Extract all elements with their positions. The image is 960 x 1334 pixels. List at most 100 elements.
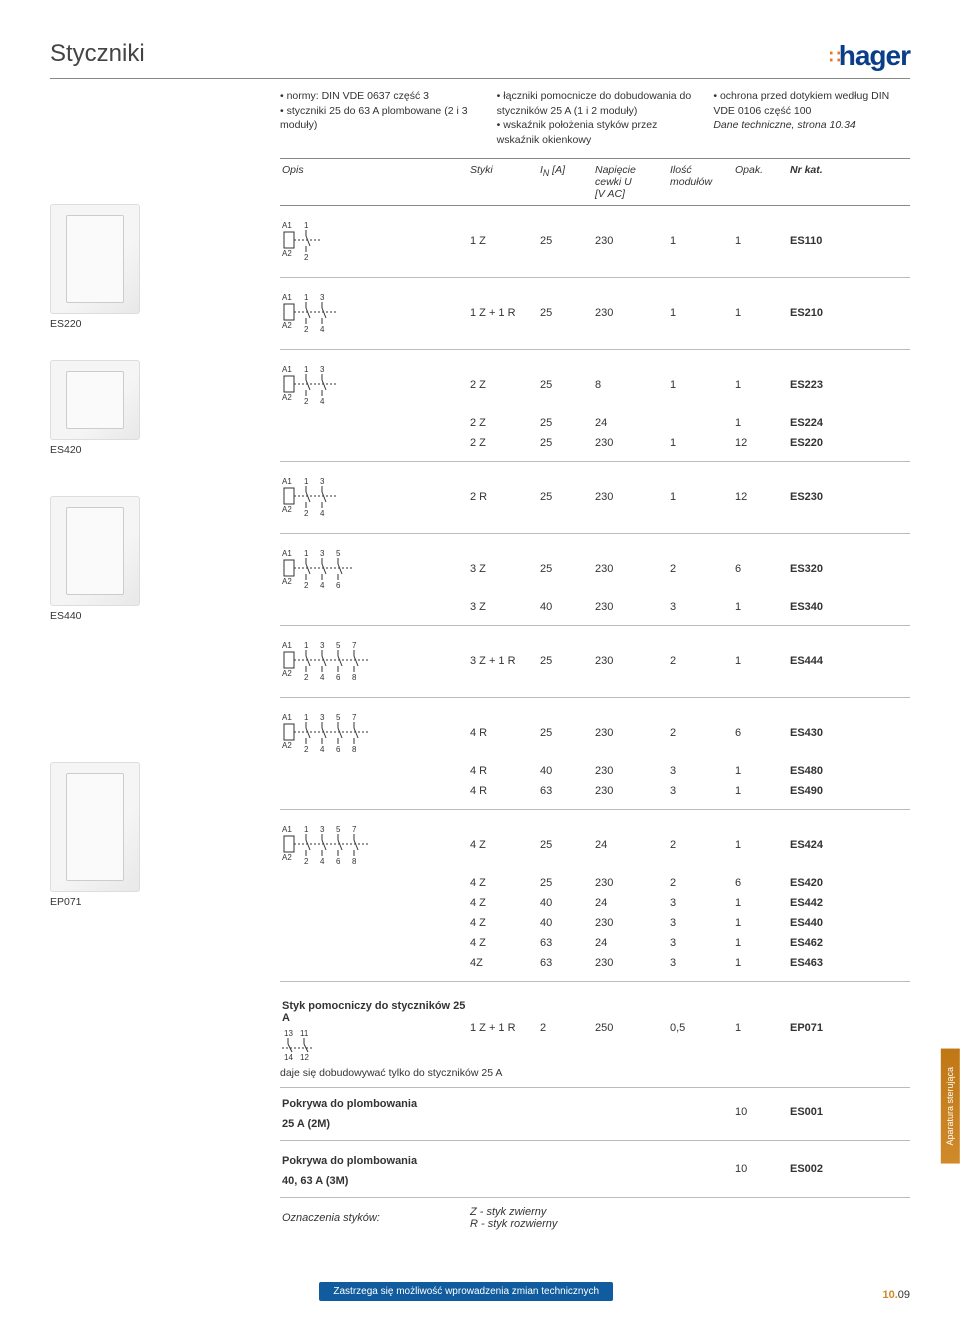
cell-opak: 10: [735, 1106, 790, 1118]
cell-ilosc: 1: [670, 491, 735, 503]
cell-kat: ES420: [790, 877, 870, 889]
cell-opak: 1: [735, 379, 790, 391]
svg-text:A1: A1: [282, 713, 292, 722]
svg-text:4: 4: [320, 509, 325, 518]
cell-kat: ES490: [790, 785, 870, 797]
cell-kat: ES110: [790, 235, 870, 247]
table-section: A1A212342 R25230112ES230: [280, 462, 910, 534]
brand-logo: ∷hager: [829, 40, 910, 72]
svg-text:A2: A2: [282, 505, 292, 514]
cell-nap: 230: [595, 601, 670, 613]
table-section: A1A2121 Z2523011ES110: [280, 206, 910, 278]
cell-nap: 230: [595, 785, 670, 797]
svg-text:1: 1: [304, 293, 309, 302]
product-image: [50, 762, 140, 892]
cell-nap: 24: [595, 417, 670, 429]
svg-text:8: 8: [352, 857, 357, 866]
svg-text:A2: A2: [282, 853, 292, 862]
page-title: Styczniki: [50, 40, 145, 68]
table-row: 4 Z402431ES442: [280, 893, 910, 913]
cell-in: 40: [540, 601, 595, 613]
cell-kat: ES220: [790, 437, 870, 449]
cell-ilosc: 1: [670, 307, 735, 319]
intro-columns: normy: DIN VDE 0637 część 3 styczniki 25…: [280, 89, 910, 148]
svg-text:A2: A2: [282, 321, 292, 330]
cell-kat: ES480: [790, 765, 870, 777]
svg-text:1: 1: [304, 641, 309, 650]
cell-nap: 230: [595, 491, 670, 503]
cell-styki: 2 R: [470, 491, 540, 503]
svg-text:2: 2: [304, 253, 309, 262]
side-tab: Aparatura sterująca: [941, 1049, 960, 1164]
svg-text:3: 3: [320, 713, 325, 722]
cell-styki: 4 R: [470, 727, 540, 739]
cell-nap: 230: [595, 727, 670, 739]
cell-in: 25: [540, 727, 595, 739]
svg-text:A2: A2: [282, 577, 292, 586]
svg-text:8: 8: [352, 745, 357, 754]
cover-row: Pokrywa do plombowania40, 63 A (3M)10ES0…: [280, 1145, 910, 1198]
col-header-ilosc: Ilość modułów: [670, 164, 735, 200]
table-row: 4 Z632431ES462: [280, 933, 910, 953]
table-row: 4 Z2523026ES420: [280, 873, 910, 893]
svg-text:5: 5: [336, 825, 341, 834]
cell-kat: ES440: [790, 917, 870, 929]
cell-ilosc: 2: [670, 727, 735, 739]
cell-in: 25: [540, 839, 595, 851]
cell-in: 25: [540, 417, 595, 429]
cell-styki: 4 Z: [470, 897, 540, 909]
col-header-in: IN [A]: [540, 164, 595, 200]
cell-ilosc: 2: [670, 839, 735, 851]
svg-text:2: 2: [304, 397, 309, 406]
svg-text:A1: A1: [282, 293, 292, 302]
table-row: 2 Z25230112ES220: [280, 433, 910, 453]
intro-col-2: łączniki pomocnicze do dobudowania do st…: [497, 89, 694, 148]
svg-text:7: 7: [352, 825, 357, 834]
table-section: A1A2123456783 Z + 1 R2523021ES444: [280, 626, 910, 698]
svg-text:6: 6: [336, 857, 341, 866]
cell-in: 63: [540, 957, 595, 969]
cell-nap: 230: [595, 563, 670, 575]
svg-text:4: 4: [320, 745, 325, 754]
cell-in: 25: [540, 437, 595, 449]
cover-row: Pokrywa do plombowania25 A (2M)10ES001: [280, 1088, 910, 1141]
product-image: [50, 360, 140, 440]
table-row: 4 R4023031ES480: [280, 761, 910, 781]
svg-text:3: 3: [320, 365, 325, 374]
col-header-styki: Styki: [470, 164, 540, 200]
schematic-icon: A1A21234: [282, 474, 392, 518]
cell-opak: 1: [735, 917, 790, 929]
cell-styki: 4 Z: [470, 877, 540, 889]
cell-kat: ES430: [790, 727, 870, 739]
product-image: [50, 496, 140, 606]
col-header-nap: Napięcie cewki U [V AC]: [595, 164, 670, 200]
cell-styki: 3 Z + 1 R: [470, 655, 540, 667]
schematic-icon: A1A21234: [282, 362, 392, 406]
cell-in: 40: [540, 897, 595, 909]
schematic-cell: A1A21234: [280, 474, 470, 521]
cell-kat: ES001: [790, 1106, 870, 1118]
table-row: 2 Z25241ES224: [280, 413, 910, 433]
svg-text:A1: A1: [282, 641, 292, 650]
cell-in: 63: [540, 937, 595, 949]
cell-opak: 1: [735, 839, 790, 851]
cell-opak: 1: [735, 785, 790, 797]
intro-col-1: normy: DIN VDE 0637 część 3 styczniki 25…: [280, 89, 477, 148]
svg-text:A1: A1: [282, 549, 292, 558]
col-header-opak: Opak.: [735, 164, 790, 200]
svg-text:A2: A2: [282, 669, 292, 678]
table-row: 4 Z4023031ES440: [280, 913, 910, 933]
svg-text:1: 1: [304, 477, 309, 486]
product-label: ES420: [50, 444, 260, 456]
schematic-cell: A1A212345678: [280, 638, 470, 685]
table-row: A1A212341 Z + 1 R2523011ES210: [280, 286, 910, 341]
cell-in: 25: [540, 563, 595, 575]
cell-opak: 1: [735, 307, 790, 319]
aux-title: Styk pomocniczy do styczników 25 A 13 11…: [280, 994, 470, 1063]
svg-text:13: 13: [284, 1029, 293, 1038]
cell-ilosc: 3: [670, 601, 735, 613]
cell-styki: 4 Z: [470, 937, 540, 949]
cell-styki: 4 R: [470, 785, 540, 797]
svg-text:6: 6: [336, 745, 341, 754]
product-label: ES440: [50, 610, 260, 622]
